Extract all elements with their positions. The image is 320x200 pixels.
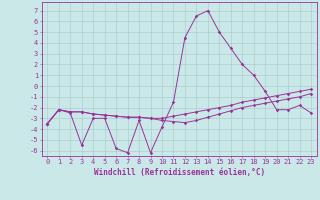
X-axis label: Windchill (Refroidissement éolien,°C): Windchill (Refroidissement éolien,°C) [94,168,265,177]
